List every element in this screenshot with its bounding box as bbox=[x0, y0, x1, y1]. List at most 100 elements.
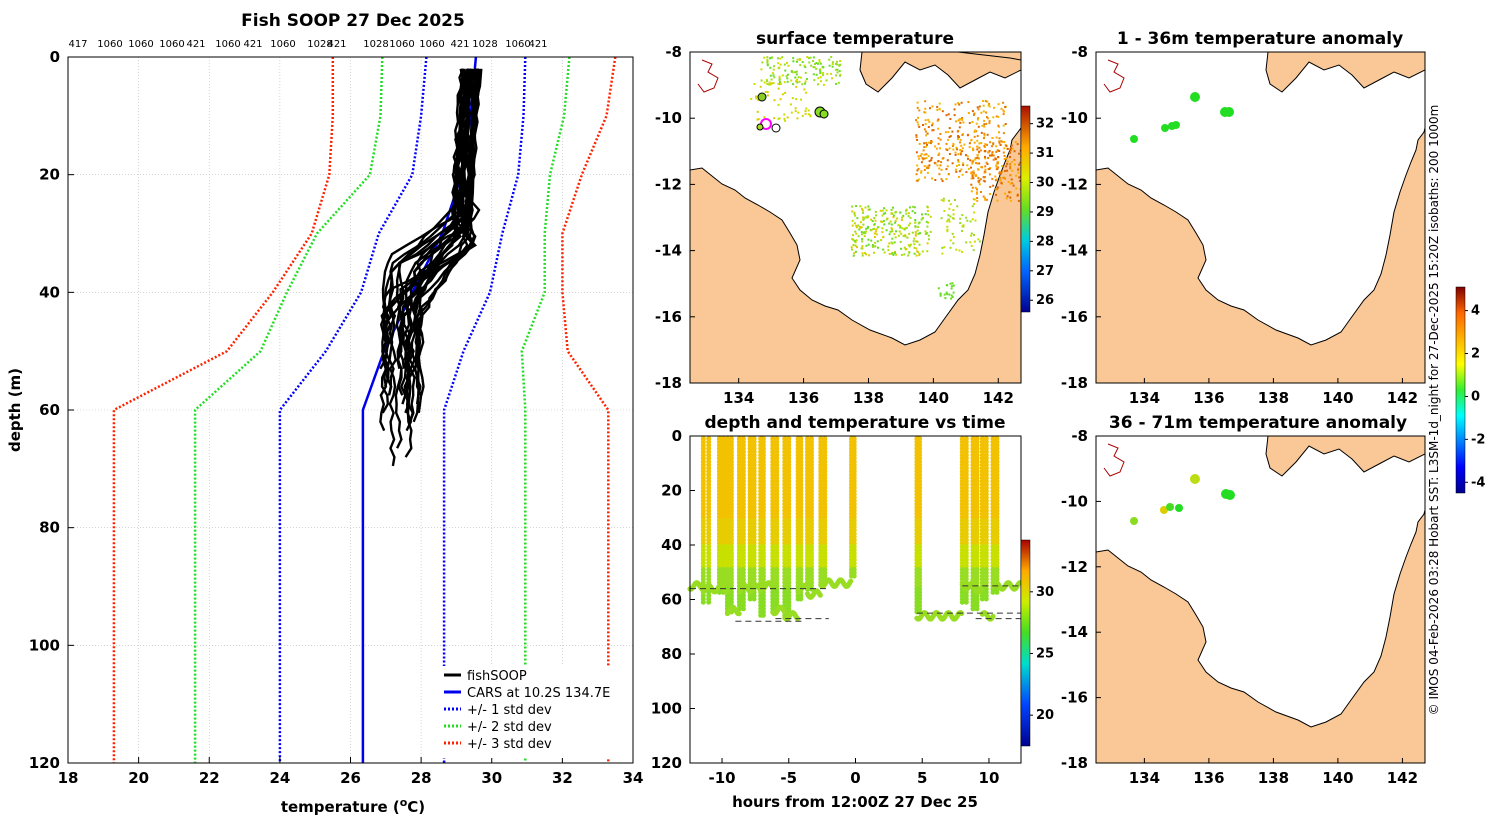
sst-pixel bbox=[900, 247, 903, 250]
sst-pixel bbox=[834, 68, 837, 71]
sst-pixel bbox=[854, 241, 857, 244]
sst-pixel bbox=[891, 230, 894, 233]
sst-pixel bbox=[766, 91, 769, 93]
sst-pixel bbox=[1014, 140, 1017, 143]
sst-pixel bbox=[1017, 167, 1020, 170]
sst-pixel bbox=[865, 230, 867, 233]
sst-pixel bbox=[1005, 145, 1008, 147]
cast-point bbox=[751, 596, 757, 602]
sst-pixel bbox=[945, 114, 948, 117]
sst-pixel bbox=[917, 178, 920, 181]
sst-pixel bbox=[977, 238, 980, 241]
sst-pixel bbox=[961, 250, 964, 253]
series--2-std-dev bbox=[520, 57, 571, 763]
sst-pixel bbox=[851, 248, 853, 251]
sst-pixel bbox=[778, 75, 781, 78]
sst-pixel bbox=[943, 210, 946, 212]
sst-pixel bbox=[1009, 167, 1012, 170]
sst-pixel bbox=[860, 226, 863, 229]
cast-point bbox=[760, 612, 766, 618]
anomaly-shallow-map bbox=[1096, 52, 1425, 383]
sst-pixel bbox=[875, 214, 877, 217]
sst-pixel bbox=[772, 74, 775, 77]
sst-pixel bbox=[991, 137, 994, 139]
sst-pixel bbox=[943, 293, 946, 296]
sst-pixel bbox=[839, 60, 842, 62]
sst-pixel bbox=[852, 238, 855, 241]
sst-pixel bbox=[770, 82, 773, 85]
sst-pixel bbox=[894, 211, 897, 214]
sst-pixel bbox=[901, 216, 903, 219]
sst-pixel bbox=[959, 149, 962, 151]
sst-pixel bbox=[905, 212, 908, 215]
sst-pixel bbox=[954, 168, 957, 171]
sst-pixel bbox=[924, 123, 927, 125]
sst-pixel bbox=[795, 80, 798, 83]
anomaly-deep-axes-box bbox=[1095, 435, 1426, 764]
sst-pixel bbox=[926, 132, 929, 135]
sst-pixel bbox=[976, 162, 979, 165]
sst-pixel bbox=[874, 245, 876, 248]
sst-pixel bbox=[803, 64, 806, 67]
sst-pixel bbox=[858, 228, 861, 231]
sst-pixel bbox=[760, 68, 763, 71]
sst-pixel bbox=[812, 60, 814, 63]
sst-pixel bbox=[854, 240, 857, 243]
sst-pixel bbox=[855, 205, 858, 207]
sst-pixel bbox=[931, 122, 934, 125]
sst-pixel bbox=[934, 145, 937, 148]
sst-pixel bbox=[783, 63, 786, 66]
anomaly-shallow-ticks: 134 136 138 140 142 -8 -10 -12 -14 -16 -18 bbox=[1061, 43, 1418, 407]
sst-pixel bbox=[937, 127, 940, 130]
sst-pixel bbox=[948, 127, 951, 130]
sst-pixel bbox=[918, 142, 921, 145]
sst-pixel bbox=[939, 138, 942, 141]
cast-point bbox=[747, 596, 753, 602]
sst-pixel bbox=[916, 138, 919, 141]
sst-pixel bbox=[915, 254, 918, 257]
anomaly-shallow-points bbox=[1130, 92, 1234, 143]
sst-pixel bbox=[976, 106, 979, 109]
sst-pixel bbox=[945, 148, 948, 151]
sst-pixel bbox=[917, 116, 919, 119]
sst-pixel bbox=[940, 217, 943, 220]
sst-pixel bbox=[826, 73, 829, 76]
sst-pixel bbox=[950, 287, 953, 290]
sst-pixel bbox=[784, 69, 787, 72]
side-credit-text: © IMOS 04-Feb-2026 03:28 Hobart SST: L3S… bbox=[1427, 105, 1441, 716]
sst-pixel bbox=[915, 151, 918, 154]
sst-pixel bbox=[977, 176, 980, 179]
fish-soop-profiles bbox=[379, 68, 483, 467]
sst-pixel bbox=[867, 205, 870, 208]
sst-pixel bbox=[809, 56, 812, 59]
sst-pixel bbox=[815, 62, 818, 64]
sst-pixel bbox=[822, 66, 825, 69]
sst-pixel bbox=[862, 218, 865, 221]
sst-pixel bbox=[769, 74, 772, 77]
sst-pixel bbox=[835, 82, 838, 85]
sst-pixel bbox=[1005, 197, 1008, 200]
sst-pixel bbox=[984, 198, 987, 201]
sst-pixel bbox=[983, 132, 986, 135]
sst-pixel bbox=[952, 284, 955, 287]
sst-pixel bbox=[867, 238, 870, 241]
sst-pixel bbox=[983, 125, 986, 128]
sst-pixel bbox=[999, 172, 1002, 175]
cast-point bbox=[700, 599, 706, 605]
sst-pixel bbox=[966, 219, 969, 222]
sst-pixel bbox=[957, 138, 959, 140]
sst-pixel bbox=[967, 167, 970, 170]
anomaly-deep-ticks: 134 136 138 140 142 -8 -10 -12 -14 -16 -18 bbox=[1061, 427, 1418, 787]
sst-pixel bbox=[917, 222, 920, 225]
sst-pixel bbox=[810, 64, 813, 67]
sst-pixel bbox=[818, 59, 821, 62]
sst-pixel bbox=[880, 239, 883, 242]
sst-pixel bbox=[836, 68, 839, 71]
sst-pixel bbox=[996, 199, 999, 202]
legend-std2: +/- 2 std dev bbox=[467, 720, 552, 735]
sst-pixel bbox=[998, 140, 1001, 143]
track-point bbox=[817, 592, 823, 598]
sst-pixel bbox=[817, 83, 820, 86]
sst-pixel bbox=[958, 103, 961, 106]
sst-pixel bbox=[957, 136, 960, 138]
